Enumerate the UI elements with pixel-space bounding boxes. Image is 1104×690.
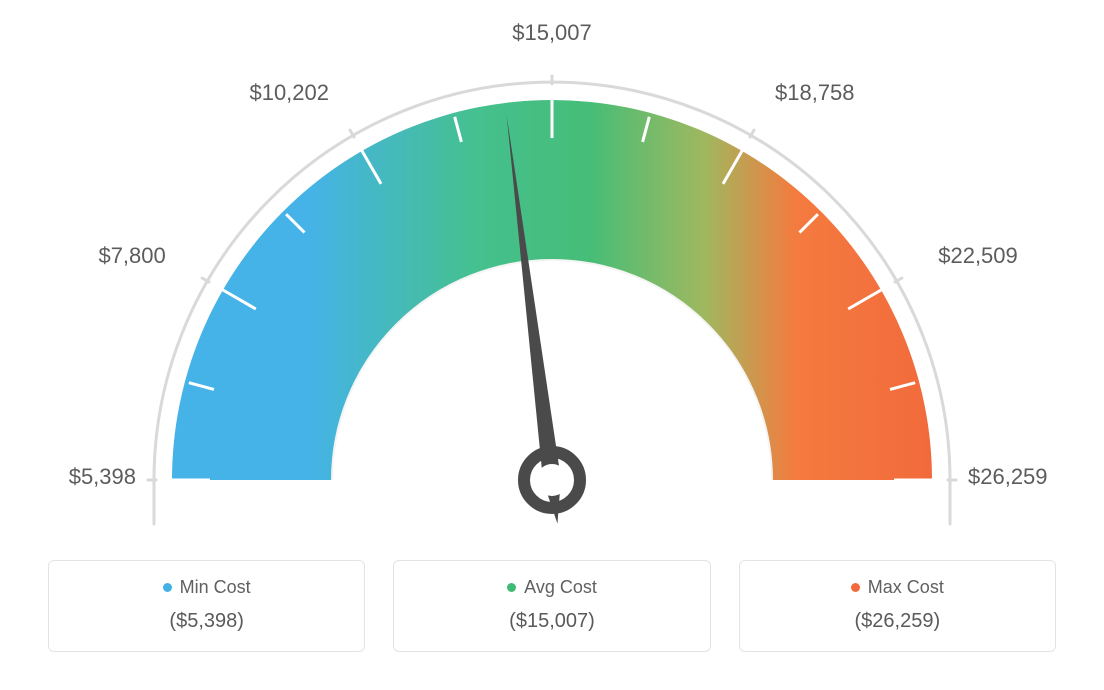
svg-text:$10,202: $10,202 — [249, 80, 329, 105]
svg-text:$7,800: $7,800 — [98, 243, 165, 268]
svg-text:$22,509: $22,509 — [938, 243, 1018, 268]
legend-dot-min — [163, 583, 172, 592]
svg-text:$18,758: $18,758 — [775, 80, 855, 105]
legend-label-min: Min Cost — [180, 577, 251, 598]
legend-dot-avg — [507, 583, 516, 592]
gauge-chart: $5,398 $7,800 $10,202 $15,007 $18,758 $22,509… — [40, 20, 1064, 560]
legend-dot-max — [851, 583, 860, 592]
svg-text:$15,007: $15,007 — [512, 20, 592, 45]
legend-row: Min Cost ($5,398) Avg Cost ($15,007) Max… — [40, 560, 1064, 652]
legend-card-avg: Avg Cost ($15,007) — [393, 560, 710, 652]
legend-label-avg: Avg Cost — [524, 577, 597, 598]
cost-gauge-container: $5,398 $7,800 $10,202 $15,007 $18,758 $22,509… — [0, 0, 1104, 690]
legend-value-min: ($5,398) — [59, 610, 354, 633]
legend-value-avg: ($15,007) — [404, 610, 699, 633]
legend-card-min: Min Cost ($5,398) — [48, 560, 365, 652]
legend-card-max: Max Cost ($26,259) — [739, 560, 1056, 652]
legend-value-max: ($26,259) — [750, 610, 1045, 633]
svg-text:$26,259: $26,259 — [968, 464, 1048, 489]
svg-text:$5,398: $5,398 — [69, 464, 136, 489]
legend-label-max: Max Cost — [868, 577, 944, 598]
